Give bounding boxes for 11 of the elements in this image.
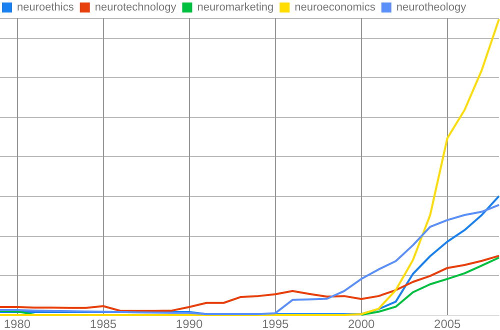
x-tick-label: 1985 [90,317,117,330]
legend-label: neuromarketing [197,2,274,14]
legend-label: neuroeconomics [294,2,376,14]
legend-label: neurotechnology [94,2,177,14]
x-tick-label: 1995 [262,317,289,330]
x-tick-label: 1980 [4,317,31,330]
legend-label: neuroethics [17,2,74,14]
x-tick-label: 1990 [176,317,203,330]
legend-label: neurotheology [396,2,467,14]
x-tick-label: 2005 [434,317,462,330]
x-tick-label: 2000 [348,317,376,330]
